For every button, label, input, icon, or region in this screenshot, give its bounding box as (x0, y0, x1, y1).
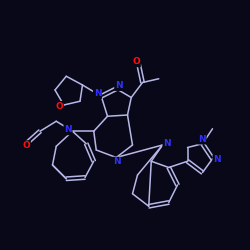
Text: O: O (132, 58, 140, 66)
Text: N: N (163, 138, 171, 147)
Text: N: N (94, 89, 101, 98)
Text: N: N (213, 156, 221, 164)
Text: N: N (198, 135, 206, 144)
Text: N: N (64, 126, 72, 134)
Text: O: O (55, 102, 63, 111)
Text: N: N (113, 158, 120, 166)
Text: O: O (22, 141, 30, 150)
Text: N: N (115, 81, 122, 90)
